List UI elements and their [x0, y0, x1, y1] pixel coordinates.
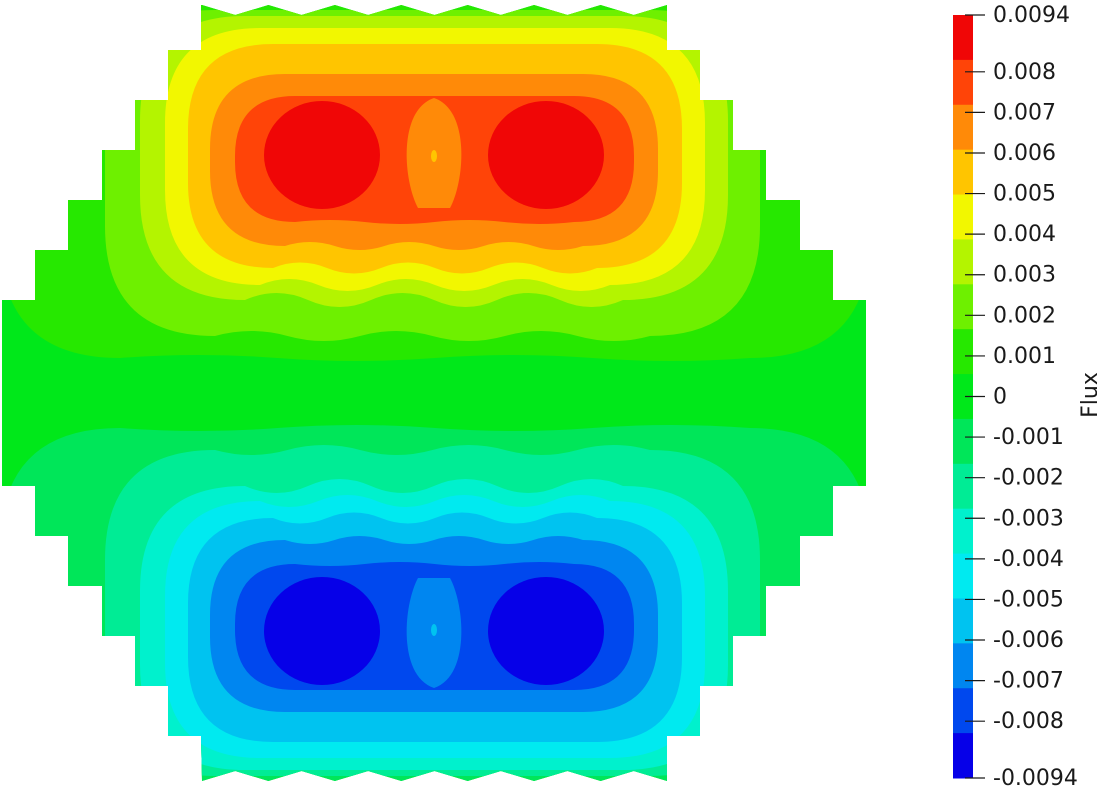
- colorbar-band: [953, 688, 973, 734]
- colorbar-tick-label: -0.001: [993, 425, 1064, 450]
- colorbar-tick-label: -0.005: [993, 587, 1064, 612]
- colorbar-tick-label: 0.002: [993, 303, 1056, 328]
- colorbar-tick-label: 0.008: [993, 60, 1056, 85]
- flux-peak-lobe: [488, 101, 604, 209]
- colorbar-band: [953, 643, 973, 689]
- colorbar-tick-label: 0.006: [993, 141, 1056, 166]
- colorbar-tick-label: 0.004: [993, 222, 1056, 247]
- colorbar-band: [953, 15, 973, 61]
- flux-peak-lobe: [264, 101, 380, 209]
- colorbar-band: [953, 329, 973, 375]
- negative-flux-region: [2, 425, 866, 781]
- saddle-point: [431, 150, 437, 162]
- colorbar-tick-label: 0.005: [993, 182, 1056, 207]
- colorbar-band: [953, 104, 973, 151]
- positive-flux-region: [2, 5, 866, 361]
- colorbar: 0.0094 0.008 0.007 0.006 0.005 0.004 0.003 0.00…: [953, 3, 1097, 786]
- colorbar-bands: [953, 15, 973, 779]
- colorbar-tick-label: -0.002: [993, 466, 1064, 491]
- colorbar-tick-label: 0.003: [993, 263, 1056, 288]
- colorbar-band: [953, 239, 973, 285]
- colorbar-band: [953, 194, 973, 240]
- colorbar-tick-label: 0.001: [993, 344, 1056, 369]
- colorbar-band: [953, 598, 973, 644]
- colorbar-band: [953, 508, 973, 555]
- colorbar-tick-label: -0.003: [993, 506, 1064, 531]
- colorbar-band: [953, 149, 973, 196]
- colorbar-tick-label: 0.007: [993, 100, 1056, 125]
- colorbar-tick-label: 0: [993, 385, 1007, 410]
- colorbar-tick-label: -0.007: [993, 669, 1064, 694]
- colorbar-tick-label: 0.0094: [993, 3, 1070, 28]
- colorbar-band: [953, 463, 973, 510]
- colorbar-tick-label: -0.0094: [993, 766, 1078, 786]
- colorbar-tick-label: -0.004: [993, 547, 1064, 572]
- colorbar-band: [953, 733, 973, 779]
- colorbar-ticks: 0.0094 0.008 0.007 0.006 0.005 0.004 0.003 0.00…: [965, 3, 1078, 786]
- colorbar-tick-label: -0.008: [993, 709, 1064, 734]
- colorbar-band: [953, 374, 973, 420]
- colorbar-title: Flux: [1078, 372, 1097, 418]
- flux-peak-lobe: [264, 577, 380, 685]
- colorbar-band: [953, 59, 973, 106]
- reactor-core-domain: [2, 5, 866, 781]
- saddle-point: [431, 624, 437, 636]
- colorbar-band: [953, 553, 973, 599]
- flux-peak-lobe: [488, 577, 604, 685]
- colorbar-tick-label: -0.006: [993, 628, 1064, 653]
- colorbar-band: [953, 284, 973, 330]
- colorbar-band: [953, 418, 973, 465]
